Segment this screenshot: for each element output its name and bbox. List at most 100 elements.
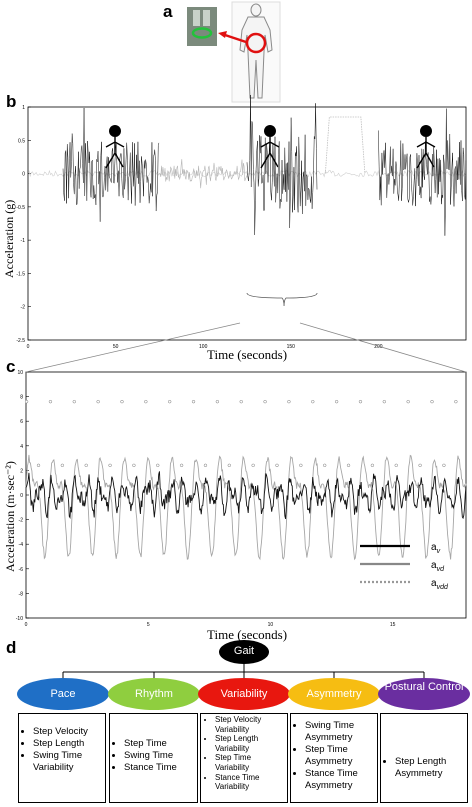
- b-series-segment: [159, 159, 248, 189]
- b-y-tick-label: -1: [21, 238, 26, 244]
- walking-person-icon: [416, 125, 436, 169]
- c-y-tick-label: 8: [20, 395, 23, 401]
- person-head: [109, 125, 121, 137]
- pace-ellipse: [17, 678, 109, 710]
- gait-domain-diagram: [17, 640, 470, 710]
- peak-marker: [156, 463, 160, 467]
- connector-lines: [62, 663, 425, 679]
- b-series-segment: [62, 107, 160, 222]
- peak-marker: [96, 400, 100, 404]
- measure-item: Step Length Variability: [215, 734, 287, 753]
- b-y-tick-label: 0.5: [18, 138, 25, 144]
- c-y-tick-label: -10: [16, 616, 23, 622]
- pace-label: Pace: [50, 688, 76, 700]
- b-y-tick-label: 0: [22, 172, 25, 178]
- c-x-tick-label: 5: [147, 622, 150, 628]
- person-head: [264, 125, 276, 137]
- zoom-brace: [246, 292, 318, 307]
- device-photo: [187, 7, 217, 46]
- c-x-tick-label: 0: [25, 622, 28, 628]
- peak-marker: [275, 463, 279, 467]
- peak-marker: [299, 463, 303, 467]
- peak-marker: [144, 400, 148, 404]
- peak-marker: [191, 400, 196, 404]
- b-y-tick-label: -0.5: [16, 205, 25, 211]
- legend-label: avdd: [431, 578, 449, 591]
- rhythm-ellipse: [108, 678, 200, 710]
- b-y-tick-label: 1: [22, 105, 25, 111]
- peak-marker: [24, 400, 29, 404]
- c-x-axis-label: Time (seconds): [207, 627, 288, 642]
- peak-marker: [287, 400, 291, 404]
- peak-marker: [108, 463, 112, 467]
- b-y-tick-label: -2.5: [16, 338, 25, 344]
- series-a-v: [25, 471, 467, 520]
- legend-label: av: [431, 542, 441, 555]
- measure-item: Step Velocity Variability: [215, 715, 287, 734]
- c-y-tick-label: -6: [19, 567, 24, 573]
- peak-marker: [60, 463, 65, 467]
- measure-item: Stance Time Asymmetry: [305, 768, 377, 792]
- peak-marker: [394, 463, 398, 467]
- c-y-tick-label: 10: [17, 370, 23, 376]
- peak-marker: [215, 400, 220, 404]
- b-y-tick-label: -1.5: [16, 271, 25, 277]
- c-y-tick-label: 6: [20, 419, 23, 425]
- measure-item: Step Time: [124, 738, 197, 750]
- measure-item: Step Time Variability: [215, 753, 287, 772]
- measure-item: Step Time Asymmetry: [305, 744, 377, 768]
- panel-label-a: a: [163, 2, 173, 21]
- peak-marker: [132, 463, 136, 467]
- peak-marker: [430, 400, 434, 404]
- asymmetry-label: Asymmetry: [306, 688, 362, 700]
- asymmetry-ellipse: [288, 678, 380, 710]
- b-plot-frame: [27, 106, 467, 341]
- measure-item: Swing Time: [124, 750, 197, 762]
- panel-label-d: d: [6, 638, 17, 657]
- c-x-tick-label: 10: [268, 622, 274, 628]
- c-y-tick-label: 0: [20, 493, 23, 499]
- b-series-segment: [246, 95, 318, 235]
- peak-marker: [72, 400, 76, 404]
- peak-marker: [203, 463, 208, 467]
- panel-label-b: b: [6, 92, 17, 111]
- panel-label-c: c: [6, 357, 16, 376]
- asymmetry-measures-box: Swing Time Asymmetry Step Time Asymmetry…: [290, 713, 378, 803]
- walking-person-icon: [260, 125, 280, 169]
- peak-marker: [311, 400, 315, 404]
- postural-control-ellipse: [378, 678, 470, 710]
- peak-marker: [323, 463, 327, 467]
- peak-marker: [48, 400, 53, 404]
- peak-marker: [334, 400, 339, 404]
- arrow-head: [218, 31, 227, 38]
- peak-marker: [418, 463, 422, 467]
- pace-measures-box: Step Velocity Step Length Swing Time Var…: [18, 713, 106, 803]
- pointer-arrow: [221, 32, 247, 44]
- peak-marker: [370, 463, 375, 467]
- b-x-tick-label: 200: [374, 344, 383, 350]
- rhythm-label: Rhythm: [135, 688, 173, 700]
- person-head: [420, 125, 432, 137]
- variability-measures-box: Step Velocity Variability Step Length Va…: [200, 713, 288, 803]
- b-x-tick-label: 50: [113, 344, 119, 350]
- b-x-tick-label: 0: [27, 344, 30, 350]
- peak-marker: [263, 400, 267, 404]
- measure-item: Stance Time Variability: [215, 773, 287, 792]
- measure-item: Swing Time Variability: [33, 750, 105, 774]
- peak-marker: [227, 463, 231, 467]
- peak-marker: [454, 400, 458, 404]
- c-y-tick-label: -8: [19, 591, 24, 597]
- c-y-tick-label: 4: [20, 444, 23, 450]
- measure-item: Step Length: [33, 738, 105, 750]
- gait-ellipse: [219, 640, 269, 664]
- rhythm-measures-box: Step Time Swing Time Stance Time: [109, 713, 198, 803]
- peak-marker: [120, 400, 124, 404]
- peak-marker: [346, 463, 351, 467]
- peak-marker: [442, 463, 446, 467]
- legend-label: avd: [431, 560, 445, 573]
- measure-item: Stance Time: [124, 762, 197, 774]
- walking-person-icon: [105, 125, 125, 169]
- variability-ellipse: [198, 678, 290, 710]
- panel-b-chart: 10.50-0.5-1-1.5-2-2.50 50 100 150 200: [16, 95, 467, 350]
